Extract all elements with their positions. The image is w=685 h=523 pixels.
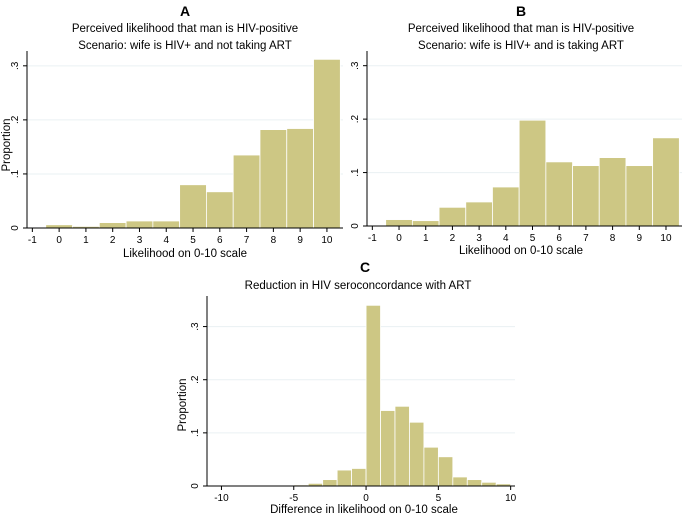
chart-subtitle: Scenario: wife is HIV+ and is taking ART — [418, 40, 624, 52]
y-tick-label: 0 — [350, 223, 361, 229]
x-tick-label: 8 — [271, 235, 277, 246]
chart-title: Perceived likelihood that man is HIV-pos… — [72, 23, 298, 35]
x-tick-label: 0 — [56, 235, 62, 246]
histogram-bar — [598, 157, 627, 227]
histogram-bar — [259, 129, 288, 229]
histogram-bar — [625, 165, 654, 227]
x-tick-label: 0 — [363, 493, 369, 504]
x-tick-label: 2 — [450, 233, 456, 244]
histogram-bar — [394, 405, 410, 487]
x-axis-label: Likelihood on 0-10 scale — [123, 248, 247, 260]
histogram-bar — [466, 479, 483, 487]
y-tick-label: .2 — [190, 375, 201, 384]
histogram-bar — [481, 481, 497, 487]
histogram-bar — [518, 119, 547, 227]
x-tick-label: 1 — [423, 233, 429, 244]
histogram-bar — [545, 161, 573, 227]
y-tick-label: .3 — [350, 61, 361, 70]
x-tick-label: 4 — [503, 233, 509, 244]
x-tick-label: 7 — [244, 235, 250, 246]
histogram-bar — [438, 206, 467, 227]
y-tick-label: 0 — [190, 483, 201, 489]
x-tick-label: 5 — [436, 493, 442, 504]
x-tick-label: 0 — [396, 233, 402, 244]
x-tick-label: 3 — [137, 235, 143, 246]
histogram-bar — [351, 468, 367, 487]
x-tick-label: 5 — [190, 235, 196, 246]
histogram-bar — [206, 191, 234, 229]
histogram-bar — [179, 184, 207, 229]
panel-letter: C — [360, 259, 370, 275]
y-tick-label: .2 — [10, 115, 21, 124]
x-tick-label: 4 — [163, 235, 169, 246]
x-axis-label: Difference in likelihood on 0-10 scale — [270, 504, 458, 516]
histogram-bar — [437, 456, 454, 487]
histogram-bar — [452, 476, 468, 487]
panel-letter: B — [516, 3, 526, 19]
histogram-bar — [125, 220, 154, 229]
histogram-bar — [313, 58, 341, 229]
histogram-bar — [465, 201, 493, 227]
histogram-bar — [411, 220, 440, 227]
x-tick-label: 3 — [476, 233, 482, 244]
histogram-bar — [365, 304, 381, 487]
y-tick-label: 0 — [10, 225, 21, 231]
histogram-bar — [492, 186, 520, 227]
x-tick-label: 6 — [556, 233, 562, 244]
x-tick-label: 1 — [83, 235, 89, 246]
histogram-bar — [286, 128, 314, 229]
histogram-bar — [152, 220, 181, 229]
x-tick-label: -1 — [368, 233, 377, 244]
histogram-bar — [423, 446, 439, 487]
y-tick-label: .1 — [190, 428, 201, 437]
chart-subtitle: Scenario: wife is HIV+ and not taking AR… — [78, 40, 292, 52]
x-tick-label: 10 — [321, 235, 333, 246]
plot-area: 0 .1 .2 .3 -1 0 1 2 3 4 5 6 7 8 9 10 — [350, 51, 682, 244]
y-tick-label: .2 — [350, 115, 361, 124]
chart-title: Perceived likelihood that man is HIV-pos… — [408, 23, 634, 35]
panel-b: B Perceived likelihood that man is HIV-p… — [350, 3, 682, 257]
chart-title: Reduction in HIV seroconcordance with AR… — [245, 280, 472, 292]
x-tick-label: 2 — [110, 235, 116, 246]
x-tick-label: -10 — [214, 493, 229, 504]
x-tick-label: 7 — [583, 233, 589, 244]
y-tick-label: .1 — [10, 169, 21, 178]
y-axis-label: Proportion — [1, 118, 13, 171]
x-tick-label: 9 — [637, 233, 643, 244]
panel-letter: A — [180, 3, 190, 19]
histogram-bar — [232, 154, 261, 229]
histogram-bar — [385, 219, 413, 227]
y-tick-label: .3 — [10, 61, 21, 70]
panel-c: C Reduction in HIV seroconcordance with … — [177, 259, 517, 516]
histogram-bar — [652, 137, 680, 227]
y-axis-label: Proportion — [177, 378, 189, 431]
x-tick-label: -5 — [289, 493, 298, 504]
x-tick-label: 8 — [610, 233, 616, 244]
histogram-bar — [98, 222, 127, 229]
histogram-bar — [380, 410, 396, 487]
histogram-bar — [322, 479, 338, 487]
histogram-bar — [336, 469, 353, 487]
x-tick-label: 6 — [217, 235, 223, 246]
y-tick-label: .3 — [190, 322, 201, 331]
y-tick-label: .1 — [350, 168, 361, 177]
x-tick-label: 9 — [297, 235, 303, 246]
histogram-bar — [572, 165, 600, 227]
histogram-bar — [409, 421, 425, 487]
x-axis-label: Likelihood on 0-10 scale — [459, 245, 583, 257]
x-tick-label: 5 — [530, 233, 536, 244]
x-tick-label: 10 — [660, 233, 672, 244]
x-tick-label: 10 — [505, 493, 517, 504]
plot-area: 0 .1 .2 .3 -1 0 1 2 3 4 5 6 7 8 9 10 — [10, 51, 343, 246]
x-tick-label: -1 — [28, 235, 37, 246]
plot-area: 0 .1 .2 .3 -10 -5 0 5 10 — [190, 296, 517, 504]
panel-a: A Perceived likelihood that man is HIV-p… — [1, 3, 343, 260]
